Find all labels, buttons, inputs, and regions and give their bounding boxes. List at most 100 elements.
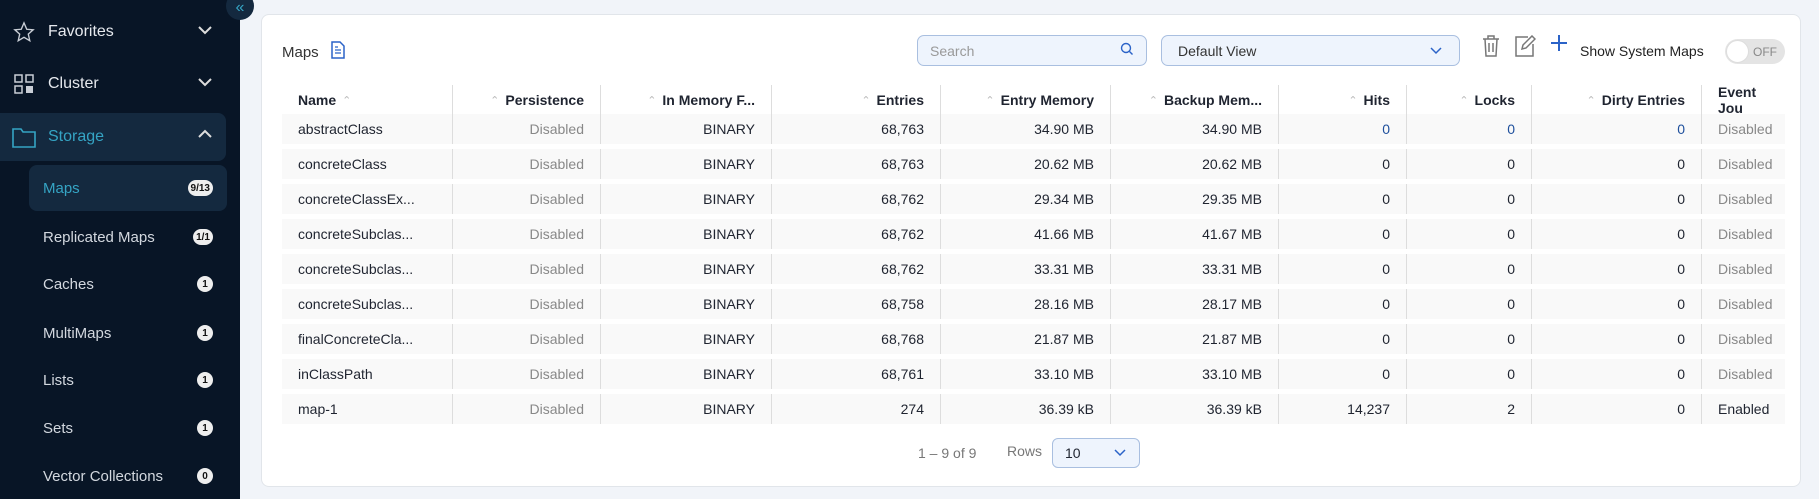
add-icon[interactable]: [1549, 33, 1569, 59]
table-cell: Disabled: [1718, 121, 1773, 137]
table-cell: 0: [1279, 254, 1407, 284]
map-name-link[interactable]: concreteSubclas...: [282, 289, 453, 319]
page-title: Maps: [282, 43, 319, 61]
column-header[interactable]: ⌃ Entry Memory: [941, 85, 1111, 115]
column-header[interactable]: ⌃ In Memory F...: [601, 85, 772, 115]
table-row[interactable]: concreteSubclas... Disabled BINARY 68,762 41…: [282, 219, 1785, 249]
column-header[interactable]: Name ⌃: [282, 85, 453, 115]
document-icon[interactable]: [330, 41, 345, 63]
sidebar-item-cluster[interactable]: Cluster: [0, 61, 226, 107]
table-cell: Disabled: [1718, 296, 1773, 312]
table-cell: 0: [1532, 324, 1702, 354]
table-cell: 28.16 MB: [941, 289, 1111, 319]
sort-icon[interactable]: ⌃: [861, 94, 871, 107]
sidebar-subitem[interactable]: Vector Collections 0: [29, 453, 227, 499]
table-row[interactable]: finalConcreteCla... Disabled BINARY 68,768 2…: [282, 324, 1785, 354]
table-row[interactable]: inClassPath Disabled BINARY 68,761 33.10 MB 3…: [282, 359, 1785, 389]
column-header[interactable]: ⌃ Locks: [1407, 85, 1532, 115]
sidebar-subitem[interactable]: MultiMaps 1: [29, 310, 227, 356]
map-name-link[interactable]: map-1: [282, 394, 453, 424]
sidebar-subitem[interactable]: Replicated Maps 1/1: [29, 214, 227, 260]
table-cell: BINARY: [601, 149, 772, 179]
edit-icon[interactable]: [1514, 34, 1537, 63]
count-badge: 0: [197, 468, 213, 484]
sidebar: « Favorites Cluster Storage Maps 9/13 Repl…: [0, 0, 254, 499]
sort-icon[interactable]: ⌃: [1348, 94, 1358, 107]
table-cell: Disabled: [1718, 331, 1773, 347]
table-cell: Disabled: [453, 359, 601, 389]
map-name-link[interactable]: inClassPath: [282, 359, 453, 389]
table-cell: Disabled: [1718, 366, 1773, 382]
sidebar-subitem[interactable]: Sets 1: [29, 405, 227, 451]
table-cell: Disabled: [453, 149, 601, 179]
column-header[interactable]: ⌃ Backup Mem...: [1111, 85, 1279, 115]
table-cell: BINARY: [601, 394, 772, 424]
table-cell: 36.39 kB: [1111, 394, 1279, 424]
search-icon: [1120, 42, 1134, 59]
table-row[interactable]: concreteSubclas... Disabled BINARY 68,758 28…: [282, 289, 1785, 319]
sidebar-item-favorites[interactable]: Favorites: [0, 9, 226, 55]
column-header[interactable]: Event Jou: [1718, 84, 1757, 116]
sort-icon[interactable]: ⌃: [1148, 94, 1158, 107]
pagination-range: 1 – 9 of 9: [918, 445, 977, 461]
map-name-link[interactable]: finalConcreteCla...: [282, 324, 453, 354]
sort-icon[interactable]: ⌃: [490, 94, 500, 107]
sidebar-subitem[interactable]: Lists 1: [29, 357, 227, 403]
collapse-sidebar-button[interactable]: «: [226, 0, 254, 20]
column-header[interactable]: ⌃ Hits: [1279, 85, 1407, 115]
column-header[interactable]: ⌃ Dirty Entries: [1532, 85, 1702, 115]
sort-icon[interactable]: ⌃: [1586, 94, 1596, 107]
count-badge: 1: [197, 372, 213, 388]
table-cell: 0: [1407, 254, 1532, 284]
map-name-link[interactable]: concreteClass: [282, 149, 453, 179]
count-badge: 9/13: [187, 180, 213, 196]
chevron-up-icon: [196, 125, 214, 148]
table-cell: 21.87 MB: [941, 324, 1111, 354]
sidebar-subitem[interactable]: Maps 9/13: [29, 165, 227, 211]
sort-icon[interactable]: ⌃: [647, 94, 657, 107]
table-cell: 68,762: [772, 219, 941, 249]
table-row[interactable]: concreteClass Disabled BINARY 68,763 20.62 M…: [282, 149, 1785, 179]
sidebar-item-storage[interactable]: Storage: [0, 113, 226, 161]
view-select[interactable]: Default View: [1161, 35, 1460, 66]
table-cell: 0: [1407, 324, 1532, 354]
column-header[interactable]: ⌃ Entries: [772, 85, 941, 115]
count-badge: 1: [197, 325, 213, 341]
sidebar-subitem[interactable]: Caches 1: [29, 261, 227, 307]
map-name-link[interactable]: concreteSubclas...: [282, 219, 453, 249]
rows-per-page-select[interactable]: 10: [1052, 438, 1140, 468]
table-row[interactable]: concreteSubclas... Disabled BINARY 68,762 33…: [282, 254, 1785, 284]
table-cell: BINARY: [601, 114, 772, 144]
show-system-maps-toggle[interactable]: OFF: [1725, 39, 1785, 64]
sort-icon[interactable]: ⌃: [1459, 94, 1469, 107]
table-cell: 0: [1532, 219, 1702, 249]
table-row[interactable]: abstractClass Disabled BINARY 68,763 34.90 M…: [282, 114, 1785, 144]
trash-icon[interactable]: [1482, 35, 1500, 63]
count-badge: 1/1: [193, 229, 213, 245]
rows-label: Rows: [1007, 443, 1043, 459]
table-cell: Disabled: [453, 114, 601, 144]
table-cell: Enabled: [1718, 401, 1770, 417]
table-cell: 0: [1279, 359, 1407, 389]
chevron-down-icon: [1113, 445, 1127, 461]
table-cell: 68,763: [772, 149, 941, 179]
map-name-link[interactable]: concreteClassEx...: [282, 184, 453, 214]
table-cell: Disabled: [453, 289, 601, 319]
sort-icon[interactable]: ⌃: [342, 94, 352, 107]
column-header[interactable]: ⌃ Persistence: [453, 85, 601, 115]
table-cell: 274: [772, 394, 941, 424]
table-row[interactable]: concreteClassEx... Disabled BINARY 68,762 29…: [282, 184, 1785, 214]
table-cell: 0: [1279, 114, 1407, 144]
map-name-link[interactable]: abstractClass: [282, 114, 453, 144]
map-name-link[interactable]: concreteSubclas...: [282, 254, 453, 284]
sort-icon[interactable]: ⌃: [985, 94, 995, 107]
table-cell: 0: [1532, 289, 1702, 319]
table-cell: Disabled: [453, 324, 601, 354]
chevron-down-icon: [196, 21, 214, 44]
search-input[interactable]: Search: [917, 35, 1147, 66]
table-cell: 0: [1407, 219, 1532, 249]
table-row[interactable]: map-1 Disabled BINARY 274 36.39 kB 36.39 kB 14…: [282, 394, 1785, 424]
table-cell: 0: [1279, 289, 1407, 319]
star-icon: [0, 21, 48, 43]
table-cell: 0: [1279, 184, 1407, 214]
